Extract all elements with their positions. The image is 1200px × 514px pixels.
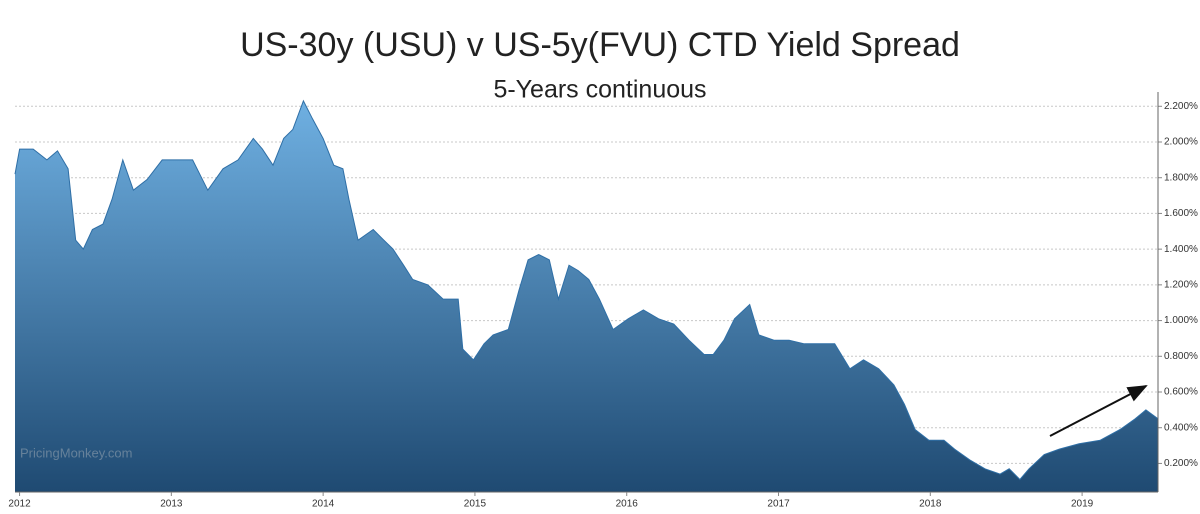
x-tick-label: 2014 bbox=[312, 499, 335, 510]
y-tick-label: 0.400% bbox=[1164, 422, 1198, 433]
y-tick-label: 1.200% bbox=[1164, 279, 1198, 290]
watermark: PricingMonkey.com bbox=[20, 445, 132, 460]
x-tick-label: 2019 bbox=[1071, 499, 1094, 510]
area bbox=[15, 100, 1158, 493]
chart-title: US-30y (USU) v US-5y(FVU) CTD Yield Spre… bbox=[240, 26, 960, 64]
chart-subtitle: 5-Years continuous bbox=[493, 76, 706, 104]
x-tick-label: 2015 bbox=[464, 499, 487, 510]
y-tick-label: 0.600% bbox=[1164, 387, 1198, 398]
y-tick-label: 1.400% bbox=[1164, 244, 1198, 255]
y-tick-label: 1.600% bbox=[1164, 208, 1198, 219]
y-tick-label: 1.800% bbox=[1164, 172, 1198, 183]
area-line bbox=[14, 99, 1159, 481]
x-tick-label: 2017 bbox=[767, 499, 790, 510]
trend-arrow bbox=[1049, 385, 1148, 437]
y-tick-label: 2.000% bbox=[1164, 137, 1198, 148]
x-tick-label: 2018 bbox=[919, 499, 942, 510]
y-tick-label: 1.000% bbox=[1164, 315, 1198, 326]
x-tick-label: 2016 bbox=[616, 499, 639, 510]
x-tick-label: 2012 bbox=[8, 499, 31, 510]
x-tick-label: 2013 bbox=[160, 499, 183, 510]
y-tick-label: 0.800% bbox=[1164, 351, 1198, 362]
y-tick-label: 2.200% bbox=[1164, 101, 1198, 112]
y-tick-label: 0.200% bbox=[1164, 458, 1198, 469]
